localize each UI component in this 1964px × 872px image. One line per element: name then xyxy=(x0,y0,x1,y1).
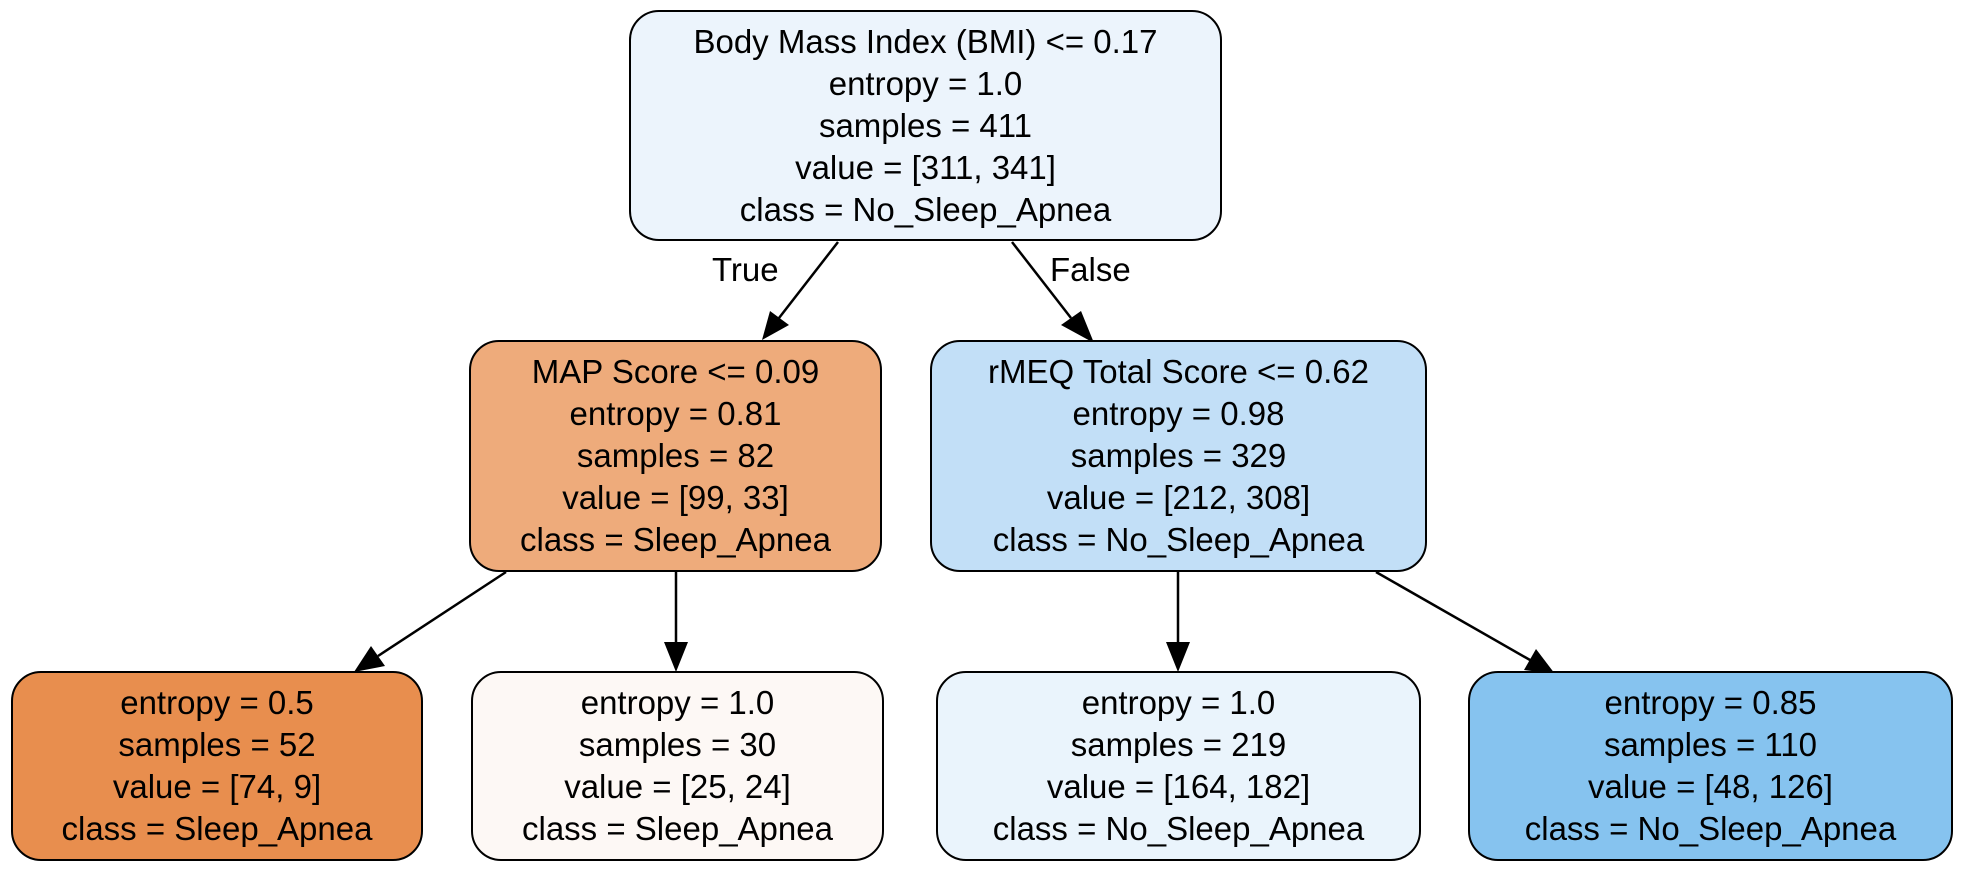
node-class: class = Sleep_Apnea xyxy=(522,808,833,850)
node-samples: samples = 110 xyxy=(1604,724,1817,766)
node-samples: samples = 52 xyxy=(118,724,315,766)
tree-leaf-left-left: entropy = 0.5 samples = 52 value = [74, … xyxy=(11,671,423,861)
tree-leaf-left-right: entropy = 1.0 samples = 30 value = [25, … xyxy=(471,671,884,861)
arrow-left-lr xyxy=(664,642,688,672)
edge-left-ll xyxy=(378,572,506,656)
node-class: class = Sleep_Apnea xyxy=(62,808,373,850)
node-class: class = Sleep_Apnea xyxy=(520,519,831,561)
arrow-right-rl xyxy=(1166,642,1190,672)
node-entropy: entropy = 0.85 xyxy=(1605,682,1817,724)
node-entropy: entropy = 0.98 xyxy=(1073,393,1285,435)
edge-label-false: False xyxy=(1050,250,1131,290)
node-value: value = [25, 24] xyxy=(564,766,791,808)
node-entropy: entropy = 1.0 xyxy=(581,682,775,724)
node-entropy: entropy = 0.81 xyxy=(570,393,782,435)
arrow-root-right xyxy=(1061,311,1094,343)
node-condition: Body Mass Index (BMI) <= 0.17 xyxy=(693,21,1157,63)
tree-leaf-right-left: entropy = 1.0 samples = 219 value = [164… xyxy=(936,671,1421,861)
node-samples: samples = 219 xyxy=(1071,724,1287,766)
node-value: value = [99, 33] xyxy=(562,477,789,519)
node-class: class = No_Sleep_Apnea xyxy=(1525,808,1897,850)
node-samples: samples = 411 xyxy=(819,105,1032,147)
edge-label-true: True xyxy=(712,250,779,290)
tree-node-right: rMEQ Total Score <= 0.62 entropy = 0.98 … xyxy=(930,340,1427,572)
node-samples: samples = 82 xyxy=(577,435,774,477)
node-condition: rMEQ Total Score <= 0.62 xyxy=(988,351,1369,393)
node-value: value = [311, 341] xyxy=(795,147,1056,189)
tree-leaf-right-right: entropy = 0.85 samples = 110 value = [48… xyxy=(1468,671,1953,861)
node-value: value = [74, 9] xyxy=(113,766,321,808)
arrow-root-left xyxy=(762,311,789,340)
node-value: value = [48, 126] xyxy=(1588,766,1833,808)
node-entropy: entropy = 1.0 xyxy=(1082,682,1276,724)
node-value: value = [164, 182] xyxy=(1047,766,1310,808)
edge-root-left xyxy=(779,242,838,318)
node-entropy: entropy = 1.0 xyxy=(829,63,1023,105)
edge-right-rr xyxy=(1376,572,1530,660)
tree-node-left: MAP Score <= 0.09 entropy = 0.81 samples… xyxy=(469,340,882,572)
node-samples: samples = 30 xyxy=(579,724,776,766)
node-value: value = [212, 308] xyxy=(1047,477,1310,519)
arrow-left-ll xyxy=(354,646,385,672)
node-class: class = No_Sleep_Apnea xyxy=(993,519,1365,561)
node-samples: samples = 329 xyxy=(1071,435,1287,477)
node-class: class = No_Sleep_Apnea xyxy=(993,808,1365,850)
node-class: class = No_Sleep_Apnea xyxy=(740,189,1112,231)
node-entropy: entropy = 0.5 xyxy=(120,682,314,724)
node-condition: MAP Score <= 0.09 xyxy=(532,351,819,393)
tree-node-root: Body Mass Index (BMI) <= 0.17 entropy = … xyxy=(629,10,1222,241)
